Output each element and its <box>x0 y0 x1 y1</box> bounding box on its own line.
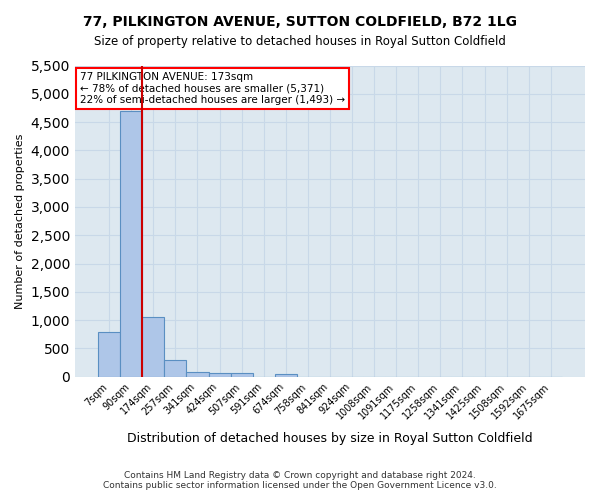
Bar <box>187 372 209 377</box>
Bar <box>230 374 253 377</box>
Text: Contains HM Land Registry data © Crown copyright and database right 2024.
Contai: Contains HM Land Registry data © Crown c… <box>103 470 497 490</box>
X-axis label: Distribution of detached houses by size in Royal Sutton Coldfield: Distribution of detached houses by size … <box>127 432 533 445</box>
Text: 77 PILKINGTON AVENUE: 173sqm
← 78% of detached houses are smaller (5,371)
22% of: 77 PILKINGTON AVENUE: 173sqm ← 78% of de… <box>80 72 345 105</box>
Bar <box>209 373 230 377</box>
Bar <box>275 374 297 377</box>
Y-axis label: Number of detached properties: Number of detached properties <box>15 134 25 309</box>
Bar <box>164 360 187 377</box>
Bar <box>120 111 142 377</box>
Bar <box>98 332 120 377</box>
Text: Size of property relative to detached houses in Royal Sutton Coldfield: Size of property relative to detached ho… <box>94 35 506 48</box>
Bar <box>142 318 164 377</box>
Text: 77, PILKINGTON AVENUE, SUTTON COLDFIELD, B72 1LG: 77, PILKINGTON AVENUE, SUTTON COLDFIELD,… <box>83 15 517 29</box>
